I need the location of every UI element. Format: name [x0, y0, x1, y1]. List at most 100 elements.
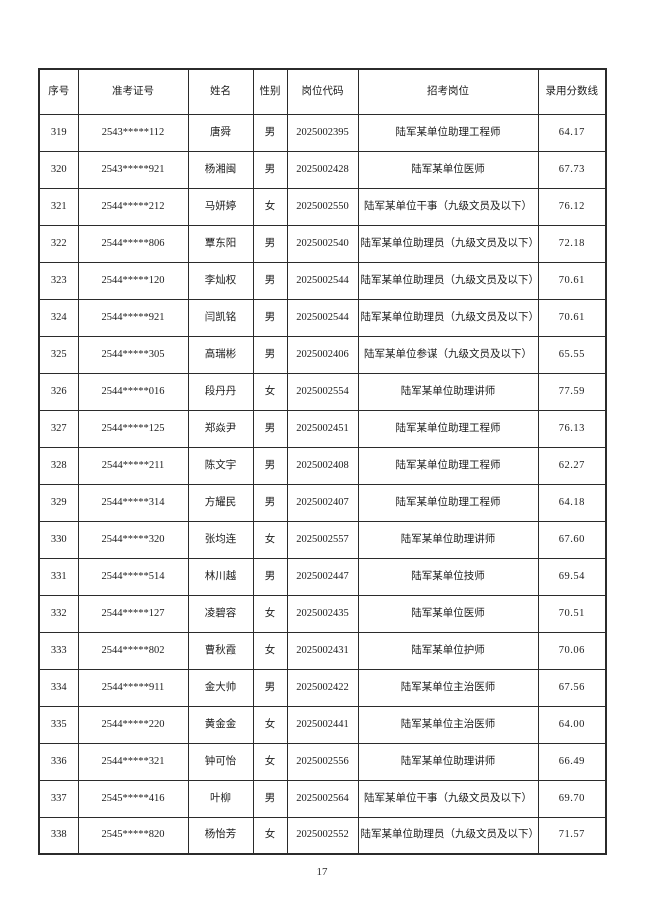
cell-position-code: 2025002544 — [286, 298, 359, 337]
cell-name: 曹秋霞 — [187, 631, 254, 670]
cell-position: 陆军某单位助理工程师 — [357, 409, 539, 448]
cell-score-line: 67.56 — [537, 668, 607, 707]
cell-position: 陆军某单位技师 — [357, 557, 539, 596]
cell-position: 陆军某单位医师 — [357, 150, 539, 189]
cell-position-code: 2025002564 — [286, 779, 359, 818]
cell-exam-id: 2544*****120 — [77, 261, 189, 300]
cell-exam-id: 2545*****416 — [77, 779, 189, 818]
cell-position-code: 2025002554 — [286, 372, 359, 411]
cell-position: 陆军某单位主治医师 — [357, 668, 539, 707]
cell-position: 陆军某单位助理员（九级文员及以下） — [357, 298, 539, 337]
cell-gender: 女 — [252, 520, 288, 559]
cell-score-line: 64.18 — [537, 483, 607, 522]
cell-exam-id: 2544*****211 — [77, 446, 189, 485]
cell-position-code: 2025002406 — [286, 335, 359, 374]
cell-name: 李灿权 — [187, 261, 254, 300]
table-row: 320 2543*****921 杨湘闽男 2025002428 陆军某单位医师 67.7… — [38, 150, 607, 189]
table-row: 321 2544*****212 马妍婷女 2025002550 陆军某单位干事（九级文… — [38, 187, 607, 226]
table-header: 序号 准考证号 姓名 性别 岗位代码 招考岗位 录用分数线 — [38, 68, 607, 115]
table-row: 337 2545*****416 叶柳男 2025002564 陆军某单位干事（九级文员… — [38, 779, 607, 818]
cell-index: 328 — [38, 446, 79, 485]
cell-name: 杨湘闽 — [187, 150, 254, 189]
table-row: 332 2544*****127 凌碧容女 2025002435 陆军某单位医师 70.5… — [38, 594, 607, 633]
cell-position-code: 2025002407 — [286, 483, 359, 522]
cell-position: 陆军某单位助理员（九级文员及以下） — [357, 224, 539, 263]
cell-name: 方耀民 — [187, 483, 254, 522]
cell-index: 320 — [38, 150, 79, 189]
cell-exam-id: 2544*****314 — [77, 483, 189, 522]
cell-index: 336 — [38, 742, 79, 781]
cell-position: 陆军某单位助理工程师 — [357, 113, 539, 152]
recruitment-score-table: 序号 准考证号 姓名 性别 岗位代码 招考岗位 录用分数线 319 2543***… — [38, 68, 607, 855]
cell-index: 333 — [38, 631, 79, 670]
cell-gender: 女 — [252, 372, 288, 411]
cell-position-code: 2025002395 — [286, 113, 359, 152]
table-body: 319 2543*****112 唐舜男 2025002395 陆军某单位助理工程师 64… — [38, 113, 607, 855]
table-row: 330 2544*****320 张均连女 2025002557 陆军某单位助理讲师 67… — [38, 520, 607, 559]
cell-position-code: 2025002447 — [286, 557, 359, 596]
cell-position: 陆军某单位助理讲师 — [357, 520, 539, 559]
cell-name: 杨怡芳 — [187, 816, 254, 855]
cell-name: 钟可怡 — [187, 742, 254, 781]
cell-exam-id: 2544*****220 — [77, 705, 189, 744]
header-name: 姓名 — [187, 68, 254, 115]
cell-exam-id: 2544*****125 — [77, 409, 189, 448]
cell-gender: 男 — [252, 113, 288, 152]
cell-score-line: 67.73 — [537, 150, 607, 189]
cell-exam-id: 2544*****802 — [77, 631, 189, 670]
cell-position-code: 2025002422 — [286, 668, 359, 707]
cell-exam-id: 2544*****921 — [77, 298, 189, 337]
cell-gender: 男 — [252, 335, 288, 374]
cell-score-line: 64.00 — [537, 705, 607, 744]
cell-score-line: 77.59 — [537, 372, 607, 411]
cell-position: 陆军某单位主治医师 — [357, 705, 539, 744]
cell-position: 陆军某单位护师 — [357, 631, 539, 670]
cell-exam-id: 2544*****911 — [77, 668, 189, 707]
cell-index: 323 — [38, 261, 79, 300]
cell-index: 327 — [38, 409, 79, 448]
cell-score-line: 76.12 — [537, 187, 607, 226]
cell-score-line: 65.55 — [537, 335, 607, 374]
cell-score-line: 64.17 — [537, 113, 607, 152]
cell-name: 陈文宇 — [187, 446, 254, 485]
cell-gender: 女 — [252, 816, 288, 855]
cell-name: 林川越 — [187, 557, 254, 596]
table-row: 335 2544*****220 黄金金女 2025002441 陆军某单位主治医师 64… — [38, 705, 607, 744]
cell-gender: 男 — [252, 668, 288, 707]
cell-gender: 男 — [252, 779, 288, 818]
cell-position: 陆军某单位助理员（九级文员及以下） — [357, 816, 539, 855]
cell-exam-id: 2544*****212 — [77, 187, 189, 226]
cell-index: 329 — [38, 483, 79, 522]
cell-gender: 男 — [252, 446, 288, 485]
cell-score-line: 71.57 — [537, 816, 607, 855]
cell-gender: 男 — [252, 409, 288, 448]
cell-exam-id: 2544*****806 — [77, 224, 189, 263]
table-row: 331 2544*****514 林川越男 2025002447 陆军某单位技师 69.5… — [38, 557, 607, 596]
table-row: 323 2544*****120 李灿权男 2025002544 陆军某单位助理员（九级… — [38, 261, 607, 300]
cell-position-code: 2025002540 — [286, 224, 359, 263]
cell-exam-id: 2543*****921 — [77, 150, 189, 189]
cell-index: 322 — [38, 224, 79, 263]
cell-exam-id: 2544*****127 — [77, 594, 189, 633]
cell-score-line: 76.13 — [537, 409, 607, 448]
cell-exam-id: 2544*****320 — [77, 520, 189, 559]
cell-score-line: 70.61 — [537, 261, 607, 300]
header-position: 招考岗位 — [357, 68, 539, 115]
cell-name: 唐舜 — [187, 113, 254, 152]
table-row: 333 2544*****802 曹秋霞女 2025002431 陆军某单位护师 70.0… — [38, 631, 607, 670]
cell-exam-id: 2544*****321 — [77, 742, 189, 781]
table-row: 324 2544*****921 闫凯铭男 2025002544 陆军某单位助理员（九级… — [38, 298, 607, 337]
cell-position: 陆军某单位干事（九级文员及以下） — [357, 779, 539, 818]
cell-name: 黄金金 — [187, 705, 254, 744]
cell-position-code: 2025002544 — [286, 261, 359, 300]
cell-position: 陆军某单位助理讲师 — [357, 742, 539, 781]
cell-index: 332 — [38, 594, 79, 633]
page-number: 17 — [316, 866, 328, 878]
cell-position-code: 2025002431 — [286, 631, 359, 670]
table-row: 336 2544*****321 钟可怡女 2025002556 陆军某单位助理讲师 66… — [38, 742, 607, 781]
table-row: 328 2544*****211 陈文宇男 2025002408 陆军某单位助理工程师 6… — [38, 446, 607, 485]
cell-gender: 男 — [252, 224, 288, 263]
cell-name: 叶柳 — [187, 779, 254, 818]
cell-gender: 女 — [252, 631, 288, 670]
